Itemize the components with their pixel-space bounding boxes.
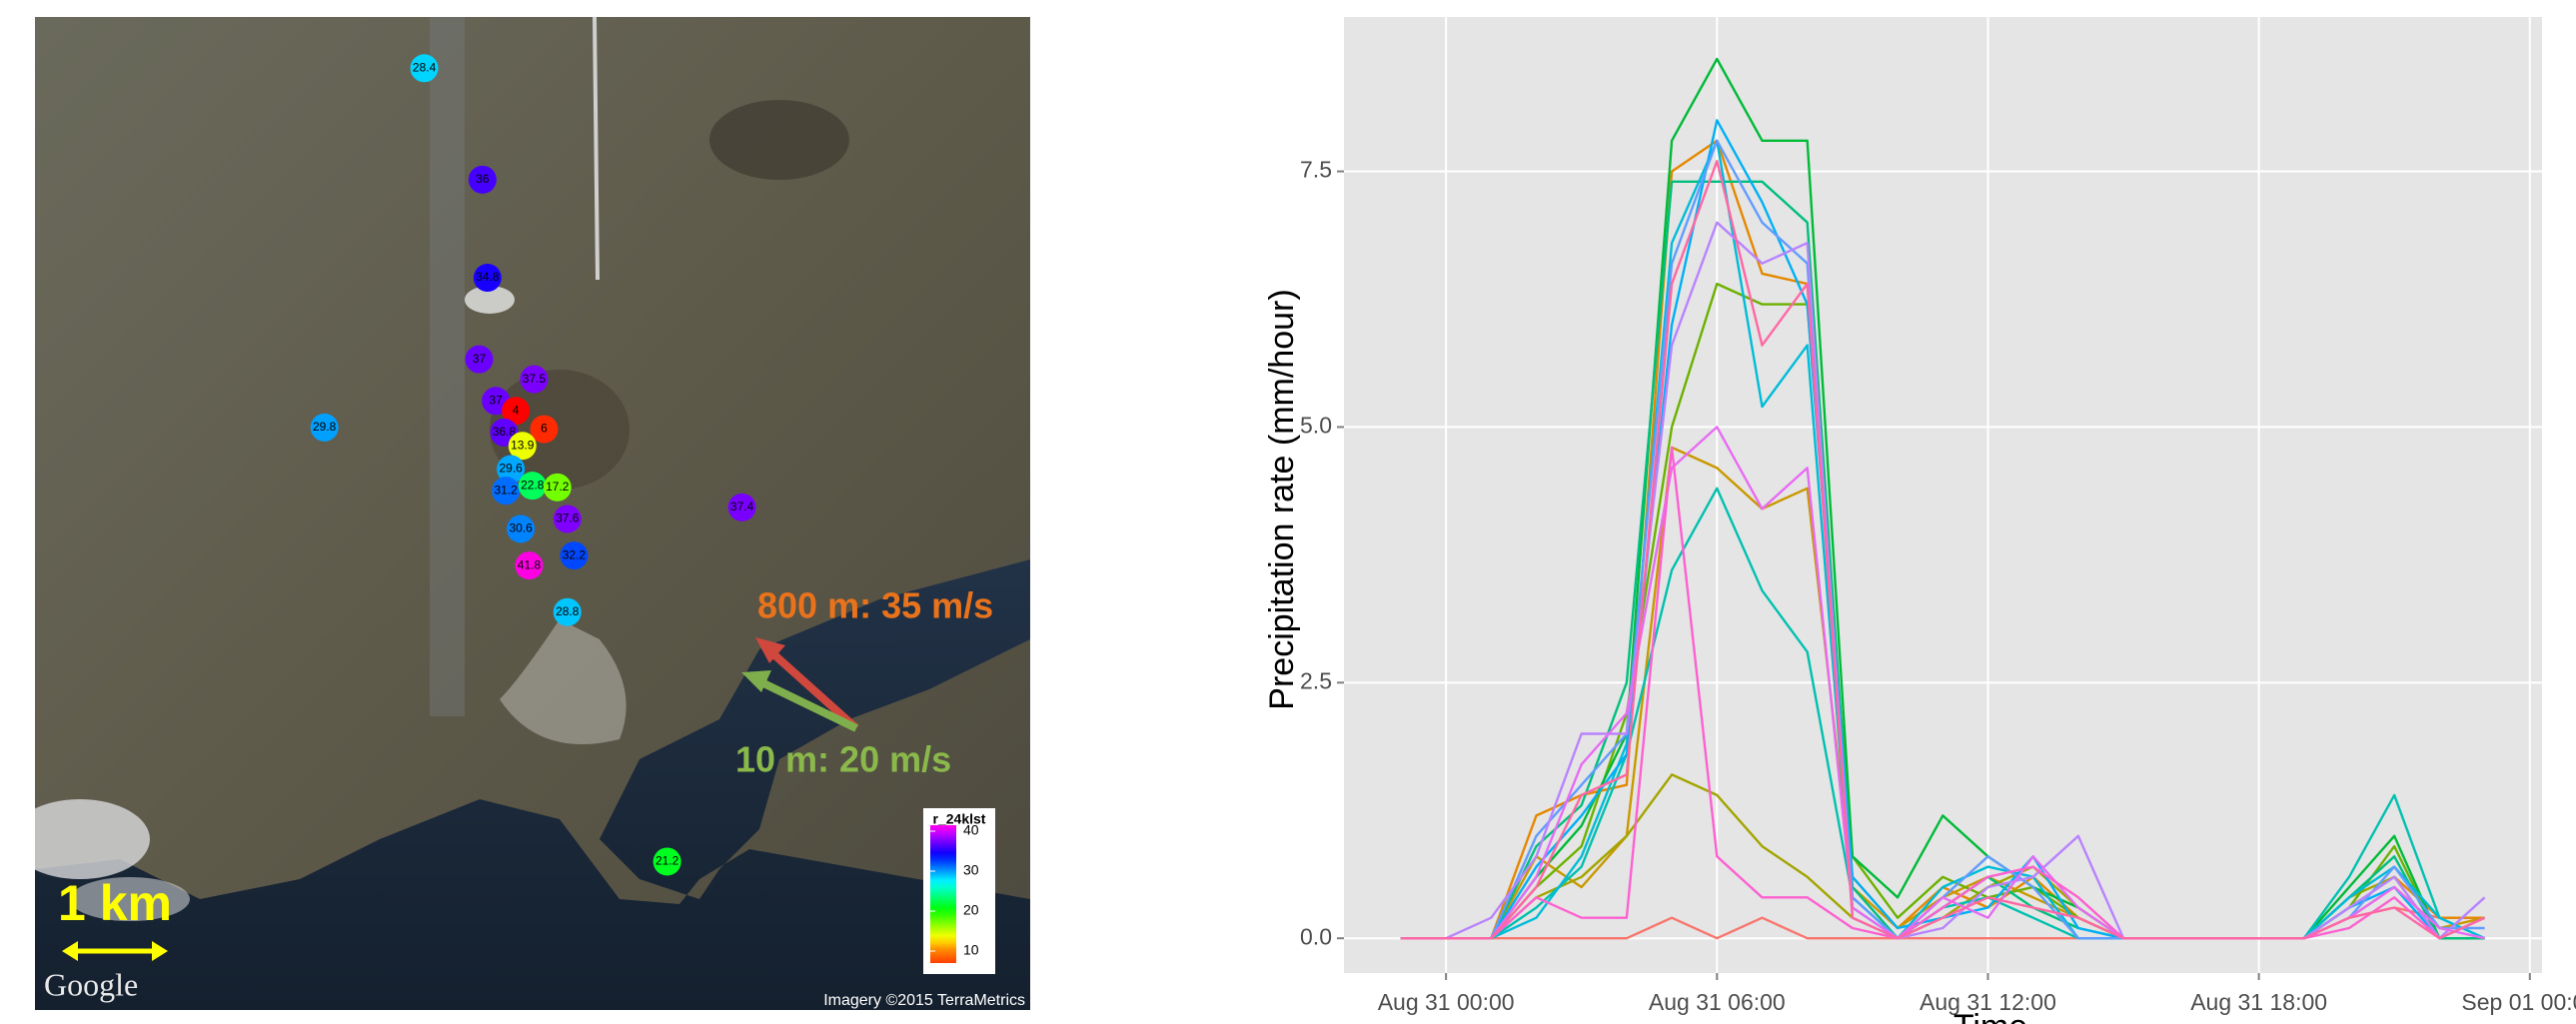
y-tick-label: 7.5 xyxy=(1300,157,1332,183)
annotation: 10 m: 20 m/s xyxy=(735,739,951,780)
station-marker xyxy=(553,597,582,626)
series-group xyxy=(1400,57,2486,940)
station-label: 31.2 xyxy=(494,483,518,497)
station-label: 37.5 xyxy=(523,372,547,386)
station-label: 36 xyxy=(476,172,490,186)
station-label: 4 xyxy=(513,403,520,417)
station-label: 41.8 xyxy=(518,557,542,571)
x-axis-label: Time xyxy=(1953,1008,2027,1024)
station-label: 21.2 xyxy=(655,854,679,868)
wind-arrow-head xyxy=(755,637,785,663)
station-label: 13.9 xyxy=(511,438,535,452)
annotation: 800 m: 35 m/s xyxy=(757,585,993,626)
station-label: 37 xyxy=(473,352,487,366)
logo: Google xyxy=(44,966,138,1002)
station-marker xyxy=(310,413,339,442)
legend-tick-label: 40 xyxy=(963,822,979,838)
station-label: 36.8 xyxy=(493,425,517,439)
station-label: 28.4 xyxy=(413,60,437,74)
y-axis-label: Precipitation rate (mm/hour) xyxy=(1263,289,1301,709)
station-marker xyxy=(553,505,582,533)
wind-arrow-800m xyxy=(766,647,859,731)
wind-arrow-head xyxy=(741,670,771,692)
station-marker xyxy=(502,397,531,426)
station-label: 32.2 xyxy=(563,547,587,561)
wind-arrow-10m xyxy=(755,676,858,732)
station-marker xyxy=(468,165,497,194)
legend-title: r_24klst xyxy=(933,811,986,827)
legend-tick-label: 20 xyxy=(963,902,979,918)
station-marker xyxy=(560,541,589,570)
x-tick-label: Aug 31 18:00 xyxy=(2190,989,2327,1015)
attribution: Imagery ©2015 TerraMetrics xyxy=(823,992,1025,1009)
station-label: 37.4 xyxy=(730,500,754,513)
station-marker xyxy=(508,432,537,461)
town xyxy=(500,619,627,744)
y-tick-label: 5.0 xyxy=(1300,413,1332,439)
crater xyxy=(709,100,849,180)
station-marker xyxy=(507,514,536,543)
station-label: 17.2 xyxy=(546,480,570,494)
station-label: 28.8 xyxy=(556,604,580,618)
station-label: 29.8 xyxy=(313,420,337,434)
station-label: 34.8 xyxy=(476,270,500,284)
station-marker xyxy=(410,54,439,83)
scale-label: 1 km xyxy=(58,875,172,931)
x-tick-label: Aug 31 00:00 xyxy=(1378,989,1515,1015)
station-marker xyxy=(520,365,549,394)
station-label: 30.6 xyxy=(509,521,533,535)
legend-tick-label: 30 xyxy=(963,862,979,878)
map: 800 m: 35 m/s 10 m: 20 m/s 1 km Google I… xyxy=(35,17,1030,1010)
station-marker xyxy=(543,473,572,502)
x-tick-label: Aug 31 12:00 xyxy=(1920,989,2056,1015)
station-label: 22.8 xyxy=(521,478,545,492)
sea xyxy=(35,559,1030,1010)
station-marker xyxy=(497,455,526,484)
y-tick-label: 0.0 xyxy=(1300,923,1332,949)
station-label: 6 xyxy=(541,422,548,436)
x-tick-label: Sep 01 00:00 xyxy=(2461,989,2576,1015)
cloud xyxy=(70,877,190,921)
y-tick-label: 2.5 xyxy=(1300,667,1332,693)
station-marker xyxy=(652,847,681,876)
cloud xyxy=(465,286,515,314)
station-label: 37.6 xyxy=(556,512,580,525)
station-marker xyxy=(515,551,544,580)
station-marker xyxy=(530,415,559,444)
x-tick-label: Aug 31 06:00 xyxy=(1649,989,1786,1015)
station-marker xyxy=(518,472,547,501)
legend-colorbar xyxy=(930,825,956,963)
station-marker xyxy=(727,493,756,521)
scale-arrow xyxy=(62,941,78,961)
station-marker xyxy=(473,264,502,293)
station-marker xyxy=(492,477,521,506)
road xyxy=(593,17,600,281)
scale-arrow xyxy=(152,941,168,961)
station-label: 29.6 xyxy=(499,462,523,476)
image-seam xyxy=(430,17,465,716)
station-label: 37 xyxy=(489,393,503,407)
plot-panel xyxy=(1344,17,2542,973)
legend-tick-label: 10 xyxy=(963,942,979,958)
series-line xyxy=(1400,160,2486,940)
cloud xyxy=(35,799,150,879)
station-marker xyxy=(465,345,494,374)
